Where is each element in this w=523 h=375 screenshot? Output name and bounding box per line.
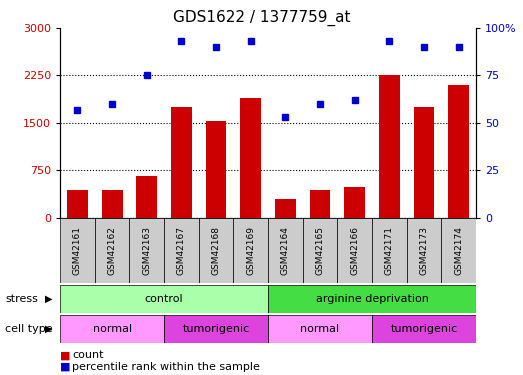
FancyBboxPatch shape bbox=[441, 217, 476, 283]
Text: arginine deprivation: arginine deprivation bbox=[315, 294, 428, 304]
Text: tumorigenic: tumorigenic bbox=[183, 324, 249, 334]
Text: GSM42174: GSM42174 bbox=[454, 226, 463, 275]
FancyBboxPatch shape bbox=[129, 217, 164, 283]
Text: GDS1622 / 1377759_at: GDS1622 / 1377759_at bbox=[173, 9, 350, 26]
Text: GSM42166: GSM42166 bbox=[350, 226, 359, 275]
FancyBboxPatch shape bbox=[303, 217, 337, 283]
Text: GSM42171: GSM42171 bbox=[385, 226, 394, 275]
Bar bbox=[275, 199, 295, 217]
Text: cell type: cell type bbox=[5, 324, 53, 334]
Text: GSM42163: GSM42163 bbox=[142, 226, 151, 275]
Bar bbox=[241, 98, 261, 218]
Text: ▶: ▶ bbox=[45, 324, 52, 334]
Bar bbox=[448, 85, 469, 218]
Text: ▶: ▶ bbox=[45, 294, 52, 304]
Text: control: control bbox=[145, 294, 184, 304]
Text: GSM42164: GSM42164 bbox=[281, 226, 290, 275]
FancyBboxPatch shape bbox=[60, 315, 164, 343]
FancyBboxPatch shape bbox=[60, 285, 268, 313]
Text: GSM42161: GSM42161 bbox=[73, 226, 82, 275]
Text: GSM42173: GSM42173 bbox=[419, 226, 428, 275]
Text: tumorigenic: tumorigenic bbox=[390, 324, 458, 334]
Text: count: count bbox=[72, 351, 104, 360]
Text: percentile rank within the sample: percentile rank within the sample bbox=[72, 362, 260, 372]
Bar bbox=[310, 190, 331, 217]
FancyBboxPatch shape bbox=[164, 217, 199, 283]
Text: GSM42169: GSM42169 bbox=[246, 226, 255, 275]
FancyBboxPatch shape bbox=[372, 217, 407, 283]
Text: GSM42165: GSM42165 bbox=[315, 226, 324, 275]
FancyBboxPatch shape bbox=[233, 217, 268, 283]
Bar bbox=[344, 187, 365, 218]
Text: ■: ■ bbox=[60, 351, 71, 360]
Bar bbox=[379, 75, 400, 217]
FancyBboxPatch shape bbox=[372, 315, 476, 343]
Text: normal: normal bbox=[93, 324, 132, 334]
FancyBboxPatch shape bbox=[268, 315, 372, 343]
Bar bbox=[137, 177, 157, 218]
Text: GSM42167: GSM42167 bbox=[177, 226, 186, 275]
Text: normal: normal bbox=[300, 324, 339, 334]
Text: ■: ■ bbox=[60, 362, 71, 372]
FancyBboxPatch shape bbox=[268, 285, 476, 313]
Bar bbox=[206, 121, 226, 218]
FancyBboxPatch shape bbox=[95, 217, 129, 283]
FancyBboxPatch shape bbox=[407, 217, 441, 283]
FancyBboxPatch shape bbox=[164, 315, 268, 343]
FancyBboxPatch shape bbox=[268, 217, 303, 283]
Bar bbox=[171, 107, 192, 218]
Text: stress: stress bbox=[5, 294, 38, 304]
FancyBboxPatch shape bbox=[337, 217, 372, 283]
Bar bbox=[67, 190, 88, 217]
FancyBboxPatch shape bbox=[199, 217, 233, 283]
Bar bbox=[414, 107, 434, 218]
FancyBboxPatch shape bbox=[60, 217, 95, 283]
Text: GSM42162: GSM42162 bbox=[108, 226, 117, 275]
Text: GSM42168: GSM42168 bbox=[212, 226, 221, 275]
Bar bbox=[101, 190, 122, 217]
